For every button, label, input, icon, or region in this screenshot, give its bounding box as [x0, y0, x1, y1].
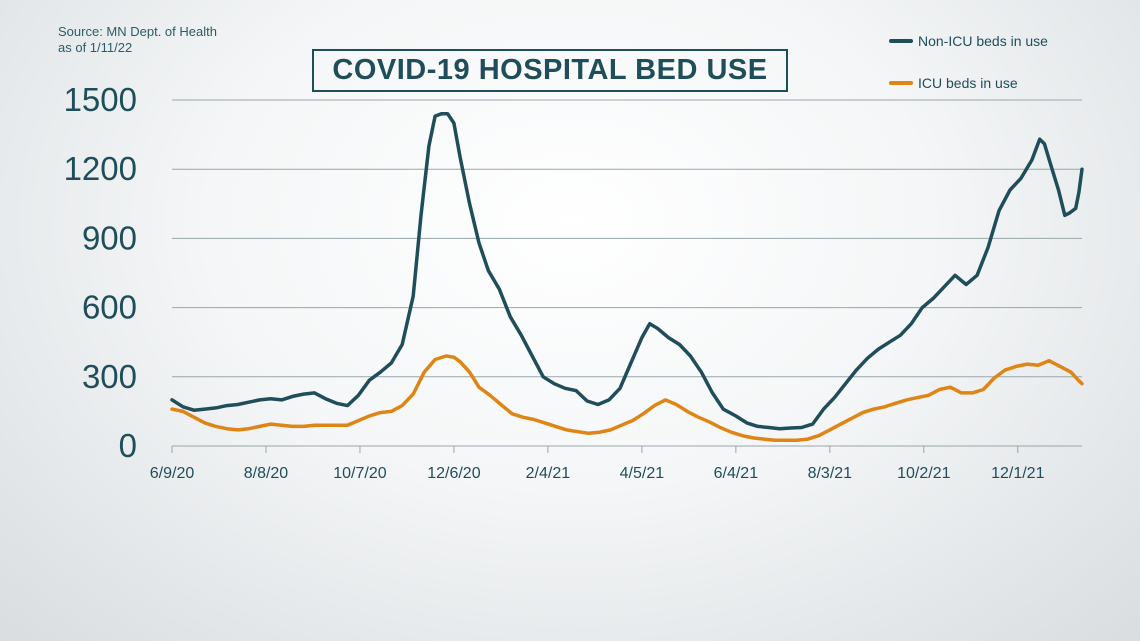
chart-title-box: COVID-19 HOSPITAL BED USE [312, 49, 788, 92]
legend-label-icu: ICU beds in use [918, 74, 1018, 91]
series-line-icu [170, 354, 1084, 442]
series-lines [170, 112, 1084, 442]
x-tick-label-3: 12/6/20 [427, 465, 480, 482]
as-of-date: as of 1/11/22 [58, 40, 133, 55]
x-tick-label-6: 6/4/21 [714, 465, 759, 482]
legend-item-icu: ICU beds in use [889, 72, 1048, 93]
y-tick-label-300: 300 [82, 358, 137, 395]
x-tick-label-2: 10/7/20 [333, 465, 386, 482]
gridlines [172, 99, 1082, 447]
legend-swatch-non-icu [889, 38, 913, 43]
x-tick-label-4: 2/4/21 [526, 465, 571, 482]
y-tick-label-1500: 1500 [64, 81, 137, 118]
x-tick-label-5: 4/5/21 [620, 465, 665, 482]
series-line-non-icu [170, 112, 1084, 431]
x-tick-label-9: 12/1/21 [991, 465, 1044, 482]
x-tick-label-0: 6/9/20 [150, 465, 195, 482]
y-tick-label-900: 900 [82, 219, 137, 256]
x-tick-label-1: 8/8/20 [244, 465, 289, 482]
x-tick-label-8: 10/2/21 [897, 465, 950, 482]
y-tick-label-0: 0 [119, 427, 137, 464]
y-tick-label-600: 600 [82, 289, 137, 326]
legend-label-non-icu: Non-ICU beds in use [918, 32, 1048, 49]
legend-item-non-icu: Non-ICU beds in use [889, 30, 1048, 51]
legend-swatch-icu [889, 80, 913, 85]
chart-title: COVID-19 HOSPITAL BED USE [332, 54, 768, 86]
x-axis-ticks: 6/9/20 8/8/20 10/7/20 12/6/20 2/4/21 4/5/21 6/… [150, 446, 1045, 482]
legend: Non-ICU beds in use ICU beds in use [889, 30, 1048, 114]
x-tick-label-7: 8/3/21 [808, 465, 853, 482]
y-axis-ticks: 0 300 600 900 1200 1500 [64, 81, 137, 464]
source-note: Source: MN Dept. of Health as of 1/11/22 [58, 24, 217, 56]
y-tick-label-1200: 1200 [64, 150, 137, 187]
source-line: Source: MN Dept. of Health [58, 24, 217, 39]
